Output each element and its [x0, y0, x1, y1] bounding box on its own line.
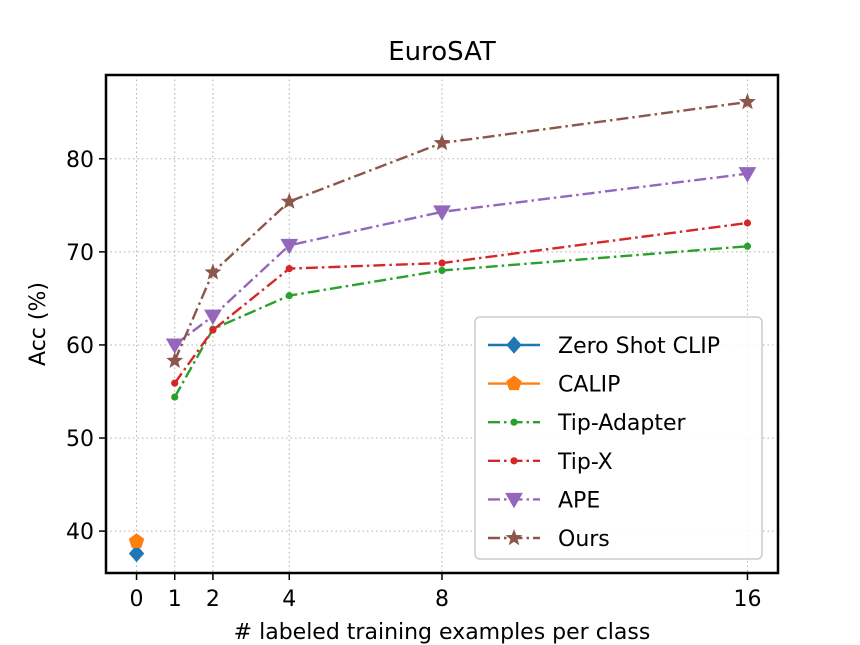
legend-item: APE	[488, 488, 600, 513]
y-tick-label: 60	[66, 334, 94, 359]
legend-marker	[510, 457, 518, 465]
data-point	[204, 309, 222, 326]
data-point	[285, 292, 293, 300]
data-point	[438, 266, 446, 275]
series-line	[173, 100, 748, 362]
x-tick-label: 2	[206, 587, 220, 612]
series-zero-shot-clip	[128, 544, 145, 563]
axis-ticks: 0 1 2 4 8 16 40 50 60 70 80	[66, 148, 761, 612]
data-point	[166, 351, 184, 368]
legend-label: Tip-X	[557, 450, 613, 475]
legend-label: Ours	[558, 527, 610, 552]
x-axis-label: # labeled training examples per class	[234, 620, 651, 645]
chart-title: EuroSAT	[388, 37, 496, 67]
data-point	[743, 242, 752, 250]
data-point	[738, 167, 757, 183]
legend-marker	[505, 529, 523, 546]
x-tick-label: 8	[435, 587, 449, 612]
legend-item: Zero Shot CLIP	[488, 334, 720, 359]
data-point	[433, 134, 451, 151]
x-tick-label: 0	[130, 587, 144, 612]
data-point	[433, 205, 451, 221]
series-tip-x	[171, 219, 752, 387]
data-point	[165, 338, 184, 354]
legend-label: APE	[558, 488, 600, 513]
data-point	[209, 326, 217, 334]
data-point	[280, 238, 299, 255]
legend-item: Tip-Adapter	[488, 411, 687, 436]
data-point	[171, 379, 179, 387]
y-tick-label: 70	[66, 241, 94, 266]
x-tick-label: 1	[168, 587, 182, 612]
plot-area	[128, 93, 757, 563]
data-point	[128, 533, 145, 548]
legend-marker	[505, 492, 523, 509]
y-axis-label: Acc (%)	[26, 282, 51, 366]
x-tick-label: 4	[282, 587, 296, 612]
data-point	[743, 219, 752, 227]
data-point	[171, 393, 179, 401]
legend-marker	[510, 418, 518, 426]
data-point	[128, 544, 145, 563]
legend-item: CALIP	[488, 373, 620, 398]
data-point	[285, 265, 293, 273]
data-point	[204, 263, 222, 280]
legend-marker	[506, 375, 522, 391]
data-point	[738, 93, 756, 110]
x-tick-label: 16	[733, 587, 761, 612]
data-point	[438, 259, 446, 267]
legend-item: Ours	[488, 527, 610, 552]
legend-marker	[506, 336, 522, 354]
y-tick-label: 50	[66, 427, 94, 452]
legend: Zero Shot CLIP CALIP Tip-Adapter Tip-X APE Ou…	[474, 316, 763, 560]
legend-item: Tip-X	[488, 450, 613, 475]
legend-label: CALIP	[558, 373, 620, 398]
legend-box	[474, 316, 763, 560]
data-point	[280, 192, 298, 209]
y-tick-label: 40	[66, 520, 94, 545]
series-ours	[166, 93, 756, 368]
series-calip	[128, 533, 145, 548]
legend-label: Tip-Adapter	[557, 411, 687, 436]
legend-label: Zero Shot CLIP	[558, 334, 720, 359]
series-ape	[165, 167, 757, 354]
y-tick-label: 80	[66, 148, 94, 173]
